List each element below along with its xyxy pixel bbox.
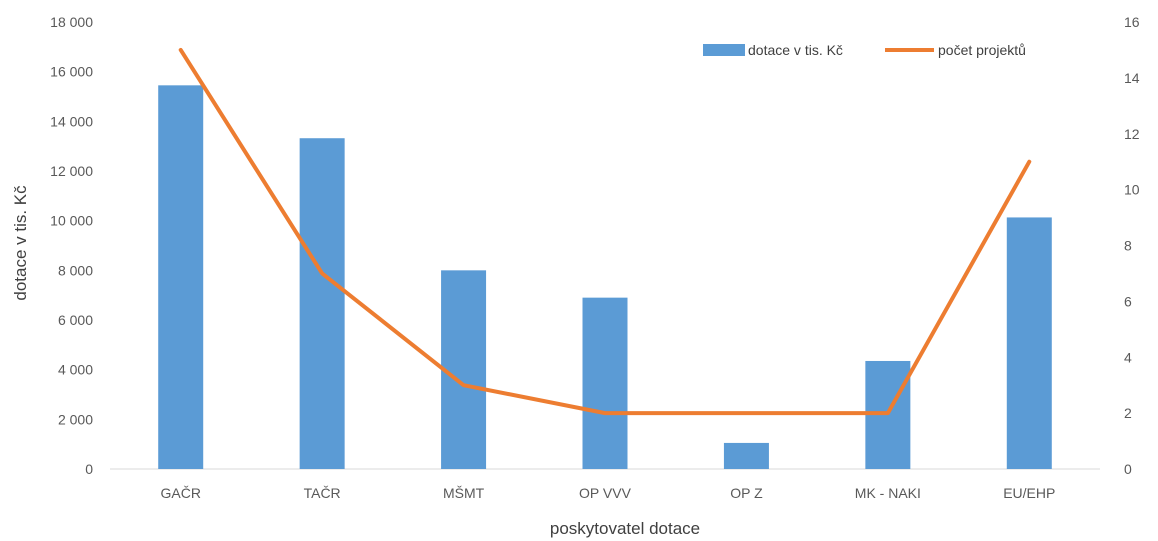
- y-tick-label: 2 000: [58, 411, 93, 427]
- bar: [299, 138, 345, 469]
- y-tick-label: 6 000: [58, 312, 93, 328]
- y2-tick-label: 0: [1124, 461, 1132, 477]
- y2-tick-label: 16: [1124, 14, 1140, 30]
- y-tick-label: 10 000: [50, 213, 93, 229]
- x-tick-label: OP VVV: [579, 485, 632, 501]
- line-series-pocet-projektu: [178, 47, 1032, 416]
- x-axis-title: poskytovatel dotace: [550, 519, 700, 538]
- legend-label-bar: dotace v tis. Kč: [748, 42, 843, 58]
- y-tick-label: 14 000: [50, 113, 93, 129]
- x-tick-label: MŠMT: [443, 485, 485, 501]
- legend: dotace v tis. Kč počet projektů: [703, 42, 1026, 58]
- y-tick-label: 12 000: [50, 163, 93, 179]
- y2-tick-label: 4: [1124, 349, 1132, 365]
- left-y-axis: 0 2 000 4 000 6 000 8 000 10 000 12 000 14 000 1…: [50, 14, 93, 477]
- x-tick-label: TAČR: [304, 485, 341, 501]
- bar: [1006, 217, 1052, 469]
- x-axis-ticks: GAČR TAČR MŠMT OP VVV OP Z MK - NAKI EU/EHP: [160, 485, 1055, 501]
- bar: [158, 85, 204, 469]
- y-tick-label: 18 000: [50, 14, 93, 30]
- legend-swatch-bar: [703, 44, 745, 56]
- x-tick-label: EU/EHP: [1003, 485, 1055, 501]
- y2-tick-label: 6: [1124, 293, 1132, 309]
- x-tick-label: OP Z: [730, 485, 763, 501]
- bar: [723, 442, 769, 469]
- x-tick-label: MK - NAKI: [855, 485, 921, 501]
- x-tick-label: GAČR: [160, 485, 200, 501]
- y-tick-label: 0: [85, 461, 93, 477]
- y-tick-label: 16 000: [50, 64, 93, 80]
- y2-tick-label: 10: [1124, 182, 1140, 198]
- legend-label-line: počet projektů: [938, 42, 1026, 58]
- y-tick-label: 4 000: [58, 362, 93, 378]
- y2-tick-label: 8: [1124, 238, 1132, 254]
- y2-tick-label: 14: [1124, 70, 1140, 86]
- y-tick-label: 8 000: [58, 262, 93, 278]
- right-y-axis: 0 2 4 6 8 10 12 14 16: [1124, 14, 1140, 477]
- bar: [441, 270, 487, 469]
- y2-tick-label: 2: [1124, 405, 1132, 421]
- bar: [582, 297, 628, 469]
- y-axis-title: dotace v tis. Kč: [11, 185, 30, 301]
- y2-tick-label: 12: [1124, 126, 1140, 142]
